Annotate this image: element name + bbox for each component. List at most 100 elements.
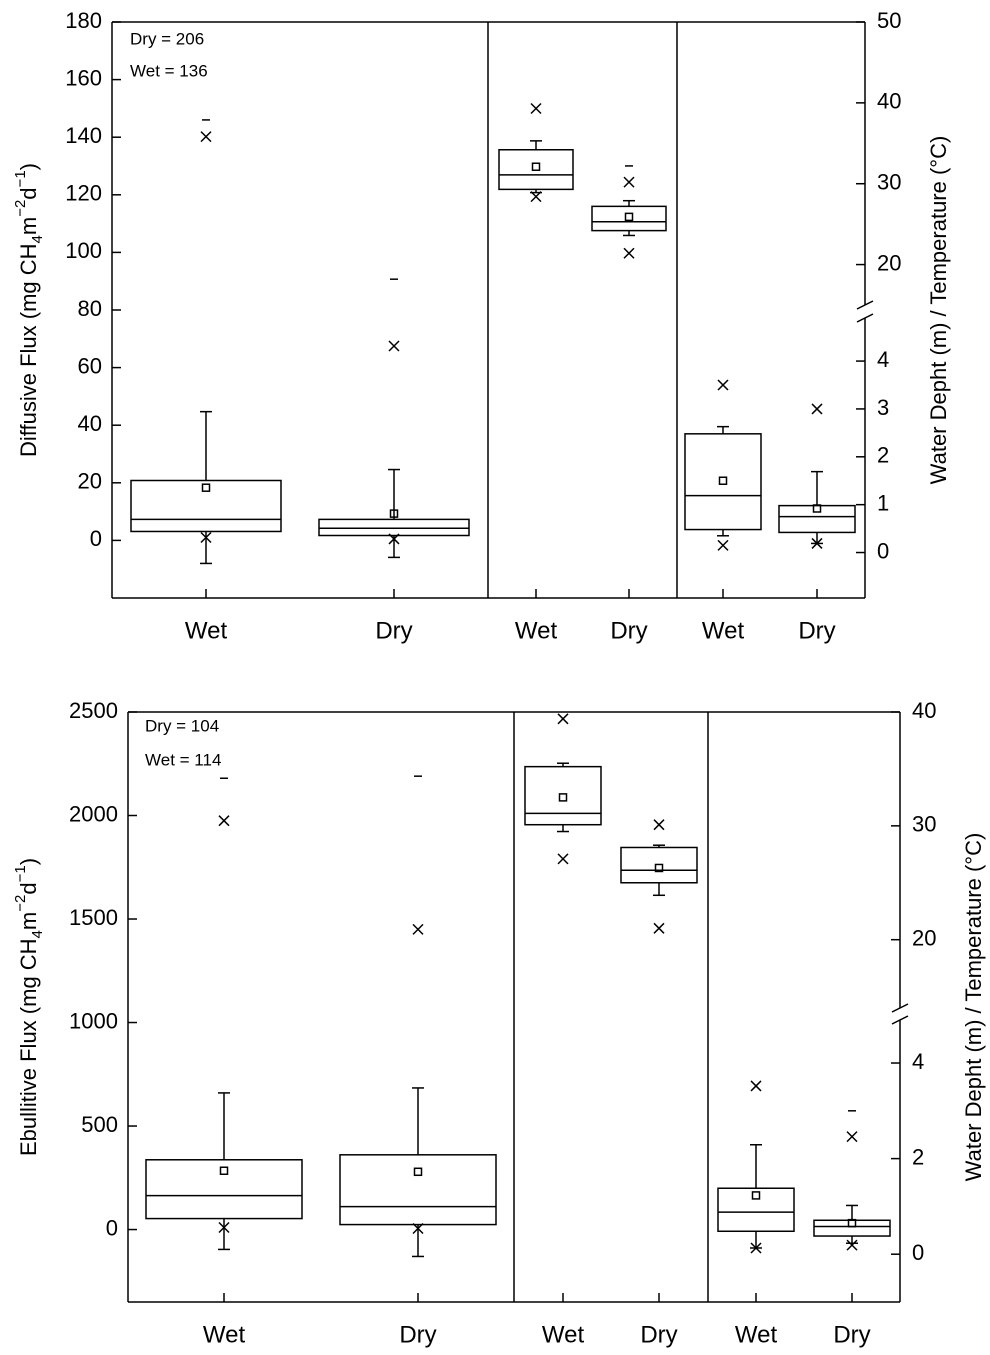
mean-marker [751,1191,761,1200]
y2-tick-label: 50 [877,8,901,33]
percentile-marker [653,922,665,934]
y-axis-label: Ebullitive Flux (mg CH4m−2d−1) [12,858,46,1156]
y-tick-label: 2000 [69,801,118,826]
mean-marker [201,483,211,492]
y-axis-label-part: ) [16,163,41,170]
box [130,479,282,533]
percentile-marker [846,1131,858,1143]
x-tick-label: Dry [399,1321,436,1348]
percentile-marker [557,853,569,865]
y2-axis-label: Water Depht (m) / Temperature (°C) [961,833,986,1182]
percentile-marker [530,191,542,203]
y-axis-label-part: −1 [12,865,29,882]
mean-marker [624,212,634,222]
x-tick-label: Wet [203,1321,246,1348]
box [145,1159,303,1220]
box [591,205,667,232]
percentile-marker [218,815,230,827]
mean-marker [812,504,822,513]
axis-break [891,1015,909,1025]
y2-axis-label: Water Depht (m) / Temperature (°C) [926,136,951,485]
y2-tick-label: 40 [877,89,901,114]
y-tick-label: 140 [65,123,102,148]
x-tick-label: Dry [375,617,412,644]
y-tick-label: 80 [78,296,102,321]
percentile-marker [717,379,729,391]
box [318,518,470,537]
y2-tick-label: 4 [912,1049,924,1074]
y-tick-label: 60 [78,353,102,378]
y-axis-label: Diffusive Flux (mg CH4m−2d−1) [12,163,46,457]
percentile-marker [200,531,212,544]
mean-marker [219,1166,229,1176]
mean-marker [558,793,568,802]
y-tick-label: 160 [65,65,102,90]
y-tick-label: 1000 [69,1008,118,1033]
percentile-marker [811,403,823,415]
annotation: Dry = 206 [130,29,204,48]
x-tick-label: Wet [185,617,228,644]
percentile-marker [218,1221,230,1234]
y-tick-label: 120 [65,181,102,206]
box [498,149,574,191]
x-tick-label: Wet [735,1321,778,1348]
y-axis-label-part: 4 [29,930,46,938]
y-axis-label-part: −2 [12,895,29,912]
y2-tick-label: 20 [912,926,936,951]
y2-tick-label: 2 [877,443,889,468]
x-tick-label: Dry [833,1321,870,1348]
y-axis-label-part: ) [16,858,41,865]
x-tick-label: Wet [515,617,558,644]
percentile-marker [412,923,424,935]
percentile-marker [750,1242,762,1254]
y-axis-label-part: Ebullitive Flux (mg CH [16,938,41,1156]
y2-tick-label: 30 [877,170,901,195]
y-axis-label-part: d [16,882,41,894]
percentile-marker [530,102,542,115]
mean-marker [654,863,664,873]
mean-marker [531,162,541,171]
y2-tick-label: 40 [912,698,936,723]
axis-break [891,1003,909,1013]
x-tick-label: Wet [542,1321,585,1348]
annotation: Wet = 136 [130,61,208,80]
y-tick-label: 40 [78,411,102,436]
box [620,846,698,884]
percentile-marker [750,1080,762,1092]
annotation: Dry = 104 [145,716,219,735]
percentile-marker [388,533,400,545]
x-tick-label: Dry [610,617,647,644]
percentile-marker [811,537,823,549]
y-axis-label-part: d [16,187,41,199]
axis-break [856,313,874,323]
y2-tick-label: 0 [877,538,889,563]
y-tick-label: 100 [65,238,102,263]
mean-marker [413,1167,423,1177]
y-tick-label: 1500 [69,905,118,930]
percentile-marker [846,1239,858,1251]
percentile-marker [200,131,212,143]
y-axis-label-part: −1 [12,170,29,187]
y-axis-label-part: Diffusive Flux (mg CH [16,243,41,457]
box [813,1219,891,1237]
box [339,1154,497,1226]
y-tick-label: 2500 [69,698,118,723]
y-axis-label-part: m [16,217,41,235]
percentile-marker [623,176,635,188]
x-tick-label: Wet [702,617,745,644]
x-tick-label: Dry [798,617,835,644]
percentile-marker [388,340,400,352]
y2-tick-label: 0 [912,1240,924,1265]
mean-marker [389,509,399,518]
y2-tick-label: 20 [877,250,901,275]
annotation: Wet = 114 [145,750,221,769]
box [778,504,856,534]
y-axis-label-part: −2 [12,200,29,217]
percentile-marker [717,539,729,551]
box [717,1187,795,1233]
y2-tick-label: 30 [912,812,936,837]
y-tick-label: 500 [81,1112,118,1137]
y2-tick-label: 2 [912,1144,924,1169]
